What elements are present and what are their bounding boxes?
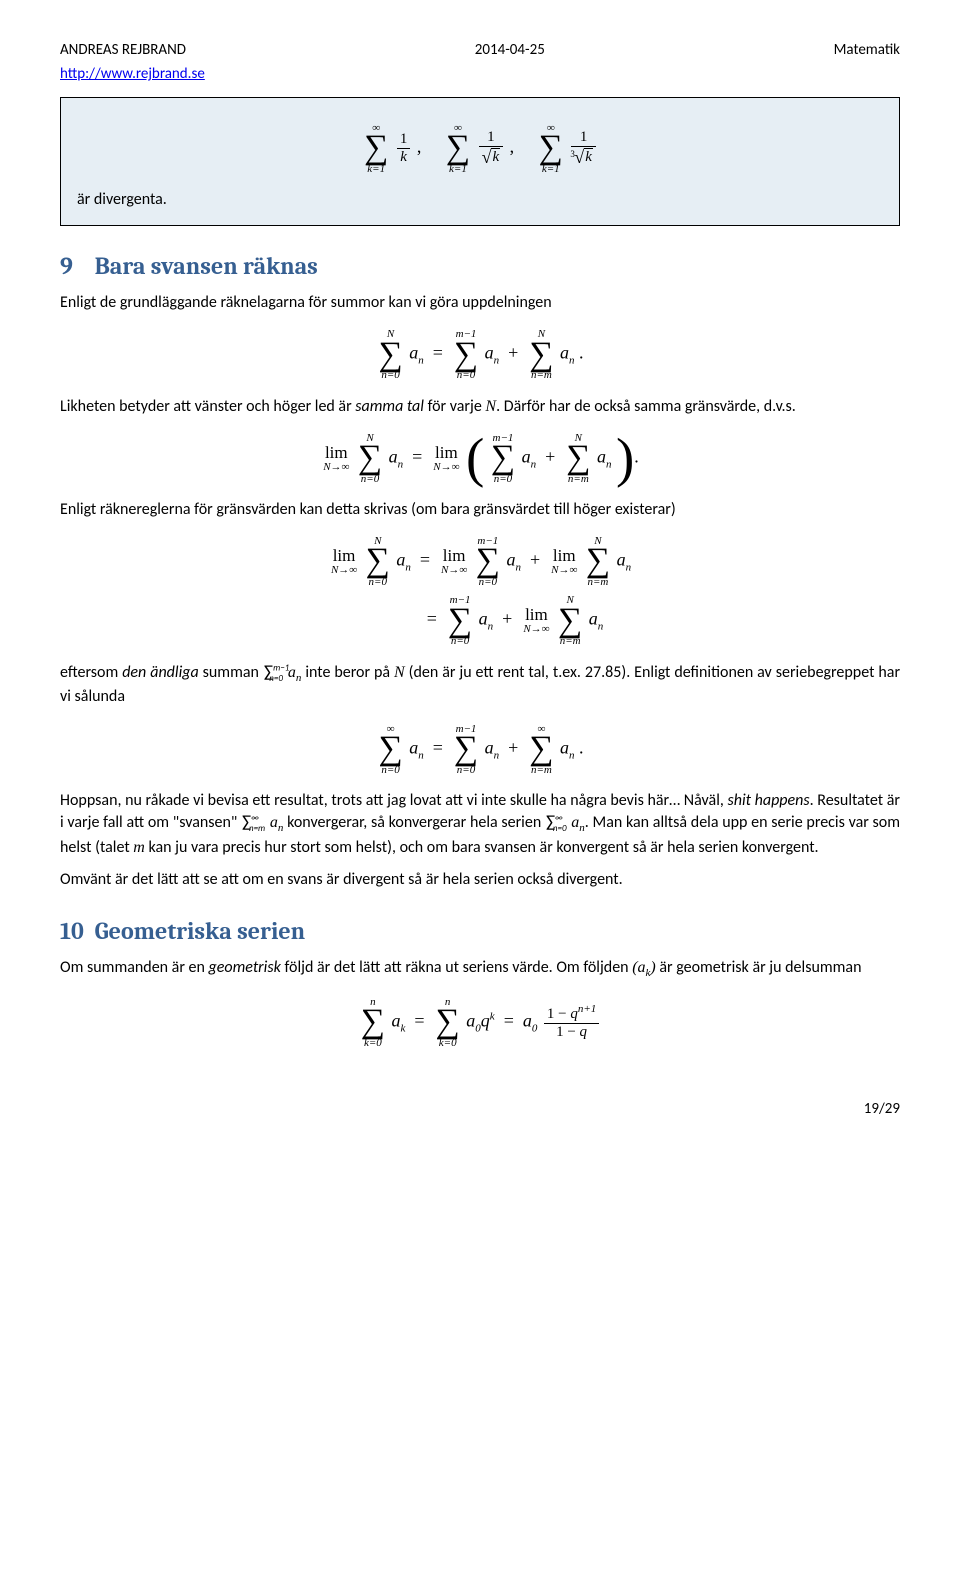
p5b: shit happens — [728, 791, 810, 810]
p2d: . Därför har de också samma gränsvärde, … — [496, 397, 796, 416]
section-10-p1: Om summanden är en geometrisk följd är d… — [60, 957, 900, 982]
date: 2014-04-25 — [475, 40, 545, 61]
section-9-p1: Enligt de grundläggande räknelagarna för… — [60, 292, 900, 314]
eq-geometric-partial: n∑k=0 ak = n∑k=0 a0qk = a0 1 − qn+1 1 − … — [60, 996, 900, 1049]
box-tail-text: är divergenta. — [77, 189, 883, 211]
eq-limit-split: limN→∞ N∑n=0 an = limN→∞ m−1∑n=0 an + li… — [60, 535, 900, 647]
section-9-p3: Enligt räknereglerna för gränsvärden kan… — [60, 499, 900, 521]
eq-partition: N∑n=0 an = m−1∑n=0 an + N∑n=m an . — [60, 328, 900, 381]
highlight-box: ∞∑k=1 1k , ∞∑k=1 1√k , ∞∑k=1 13√k är div… — [60, 97, 900, 226]
section-9-number: 9 — [60, 250, 84, 284]
section-9-heading: 9 Bara svansen räknas — [60, 250, 900, 284]
section-9-p2: Likheten betyder att vänster och höger l… — [60, 396, 900, 418]
page-header: ANDREAS REJBRAND 2014-04-25 Matematik — [60, 40, 900, 61]
page-footer: 19/29 — [60, 1099, 900, 1120]
p4a: eftersom — [60, 663, 122, 682]
p2a: Likheten betyder att vänster och höger l… — [60, 397, 355, 416]
inline-sum-tail: ∑∞n=m — [242, 813, 265, 833]
s10p1b: geometrisk — [209, 958, 281, 977]
s10p1d: är geometrisk är ju delsumman — [656, 958, 862, 977]
p5a: Hoppsan, nu råkade vi bevisa ett resulta… — [60, 791, 728, 810]
s10p1a: Om summanden är en — [60, 958, 209, 977]
p5f: kan ju vara precis hur stort som helst),… — [145, 838, 819, 857]
eq-series-partition: ∞∑n=0 an = m−1∑n=0 an + ∞∑n=m an . — [60, 723, 900, 776]
section-10-title: Geometriska serien — [95, 917, 306, 945]
section-9-p4: eftersom den ändliga summan ∑m−1n=0 an i… — [60, 662, 900, 709]
author: ANDREAS REJBRAND — [60, 40, 186, 61]
author-url[interactable]: http://www.rejbrand.se — [60, 64, 900, 85]
p4d: inte beror på — [301, 663, 394, 682]
p4c: summan — [199, 663, 263, 682]
section-9-p5: Hoppsan, nu råkade vi bevisa ett resulta… — [60, 790, 900, 859]
inline-sum-finite: ∑m−1n=0 — [264, 663, 283, 683]
section-9-p6: Omvänt är det lätt att se att om en svan… — [60, 869, 900, 891]
p4b: den ändliga — [122, 663, 199, 682]
page-number: 19/29 — [864, 1100, 900, 1118]
section-9-title: Bara svansen räknas — [95, 252, 318, 280]
section-10-heading: 10 Geometriska serien — [60, 915, 900, 949]
eq-limit-partition: limN→∞ N∑n=0 an = limN→∞ ( m−1∑n=0 an + … — [60, 432, 900, 485]
p2b: samma tal — [355, 397, 424, 416]
subject: Matematik — [834, 40, 900, 61]
p2c: för varje — [424, 397, 485, 416]
section-10-number: 10 — [60, 915, 84, 949]
p5d: konvergerar, så konvergerar hela serien — [283, 813, 545, 832]
box-series: ∞∑k=1 1k , ∞∑k=1 1√k , ∞∑k=1 13√k — [77, 122, 883, 175]
s10p1c: följd är det lätt att räkna ut seriens v… — [281, 958, 632, 977]
inline-sum-full: ∑∞n=0 — [546, 813, 567, 833]
